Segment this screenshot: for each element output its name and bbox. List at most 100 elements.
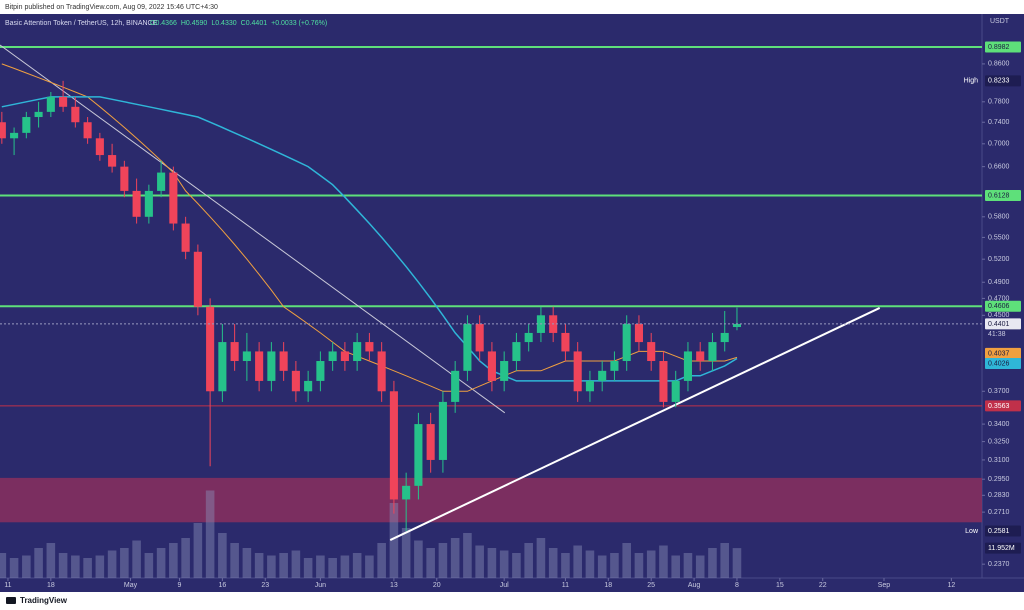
last-price-bg (985, 318, 1021, 330)
candle-body (71, 106, 80, 123)
candle-body (561, 332, 570, 352)
ohlc-value: +0.0033 (+0.76%) (271, 20, 327, 27)
candle-body (451, 370, 460, 402)
footer-bar (0, 592, 1024, 610)
candle-body (463, 324, 472, 371)
y-tick-label: 0.4700 (988, 295, 1010, 302)
volume-label-bg (985, 542, 1021, 554)
x-tick-label: 23 (261, 582, 269, 589)
volume-bar (218, 533, 227, 578)
candle-body (377, 351, 386, 392)
candle-body (475, 324, 484, 352)
y-tick-label: 0.4500 (988, 312, 1010, 319)
x-tick-label: 22 (819, 582, 827, 589)
y-tick-label: 0.3700 (988, 388, 1010, 395)
candle-body (83, 122, 92, 139)
volume-bar (340, 555, 350, 578)
volume-bar (450, 538, 460, 578)
candle-body (353, 342, 362, 362)
volume-bar (438, 543, 448, 578)
candle-body (402, 485, 411, 500)
volume-bar (401, 528, 411, 578)
candle-body (304, 380, 313, 392)
y-tick-label: 0.3250 (988, 438, 1010, 445)
volume-bar (242, 548, 252, 578)
x-tick-label: 13 (390, 582, 398, 589)
volume-bar (144, 553, 154, 578)
candle-body (414, 424, 423, 486)
candle-body (206, 306, 215, 392)
candle-body (193, 251, 202, 307)
volume-bar (230, 543, 239, 578)
volume-bar (0, 553, 7, 578)
last-price: 0.4401 (988, 321, 1010, 328)
volume-bar (303, 558, 313, 578)
volume-bar (205, 490, 215, 578)
candle-body (426, 424, 435, 460)
volume-bar (683, 553, 693, 578)
y-tick-label: 0.8600 (988, 61, 1010, 68)
volume-bar (83, 558, 92, 578)
volume-bar (720, 543, 729, 578)
extreme-name: High (964, 78, 979, 85)
candle-body (573, 351, 582, 392)
candle-body (598, 370, 607, 381)
volume-bar (169, 543, 178, 578)
volume-bar (352, 553, 362, 578)
x-tick-label: 18 (604, 582, 612, 589)
x-tick-label: 9 (178, 582, 182, 589)
x-tick-label: 20 (433, 582, 441, 589)
y-unit: USDT (990, 18, 1010, 25)
ohlc-value: H0.4590 (181, 20, 208, 27)
volume-bar (316, 555, 325, 578)
volume-bar (695, 555, 705, 578)
volume-bar (622, 543, 631, 578)
ma-label: 0.4026 (988, 360, 1010, 367)
candle-body (696, 351, 705, 362)
volume-bar (267, 555, 276, 578)
candle-body (622, 324, 631, 362)
candle-body (157, 172, 166, 191)
trendline (0, 44, 506, 414)
volume-bar (156, 548, 166, 578)
candle-body (230, 342, 239, 362)
x-tick-label: 18 (47, 582, 55, 589)
candle-body (181, 223, 190, 252)
candle-body (144, 190, 153, 217)
candle-body (683, 351, 692, 381)
y-tick-label: 0.3400 (988, 421, 1010, 428)
ohlc-value: C0.4401 (241, 20, 268, 27)
extreme-name: Low (965, 528, 979, 535)
volume-bar (512, 553, 521, 578)
volume-bar (254, 553, 264, 578)
level-label-bg (985, 400, 1021, 412)
volume-bar (548, 548, 558, 578)
volume-bar (463, 533, 472, 578)
candle-body (524, 332, 533, 343)
candle-body (328, 351, 337, 362)
x-tick-label: 15 (776, 582, 784, 589)
countdown: 41:38 (988, 331, 1006, 338)
volume-bar (279, 553, 288, 578)
candle-body (671, 380, 680, 402)
volume-bar (585, 550, 595, 578)
volume-bar (561, 553, 570, 578)
x-tick-label: 25 (647, 582, 655, 589)
y-tick-label: 0.7400 (988, 119, 1010, 126)
candle-body (389, 391, 398, 500)
volume-bar (365, 555, 374, 578)
level-label: 0.8982 (988, 44, 1010, 51)
volume-bar (536, 538, 546, 578)
candle-body (22, 117, 31, 133)
level-label-bg (985, 41, 1021, 53)
volume-bar (328, 558, 337, 578)
candle-body (267, 351, 276, 381)
y-tick-label: 0.5500 (988, 234, 1010, 241)
y-tick-label: 0.5800 (988, 214, 1010, 221)
volume-label: 11.952M (988, 545, 1015, 552)
volume-bar (46, 543, 56, 578)
candle-body (634, 324, 643, 343)
candle-body (647, 342, 656, 362)
volume-bar (671, 555, 680, 578)
